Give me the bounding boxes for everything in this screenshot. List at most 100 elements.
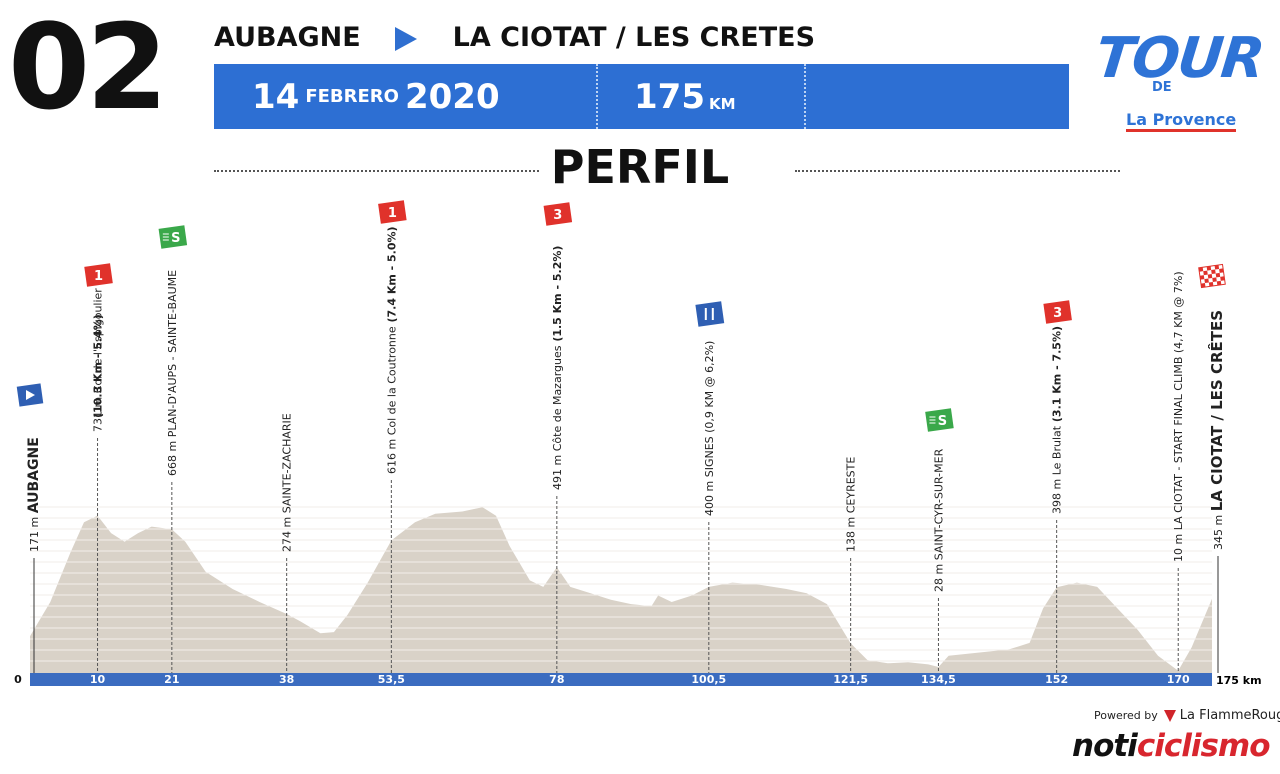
kom-badge-label: 1 (388, 206, 397, 221)
finish-flag-square (1220, 276, 1225, 281)
x-axis-end-label: 175 km (1216, 674, 1262, 687)
brand-part-b: ciclismo (1136, 728, 1271, 764)
date-month: FEBRERO (305, 86, 399, 107)
waypoint-altitude: 171 m (28, 513, 41, 552)
waypoint-altitude: 616 m (385, 435, 398, 474)
finish-flag-square (1207, 274, 1213, 279)
distance-cell: 175 KM (634, 64, 736, 129)
waypoint-label: 28 m SAINT-CYR-SUR-MER (932, 448, 945, 592)
waypoint-detail: (1.5 Km - 5.2%) (551, 246, 564, 346)
waypoint-altitude: 398 m (1051, 475, 1064, 514)
noticiclismo-logo[interactable]: noticiclismo (1072, 728, 1270, 764)
sprint-badge-icon (925, 408, 954, 432)
kom-badge-label: 3 (1053, 306, 1062, 321)
waypoint-altitude: 491 m (551, 451, 564, 490)
waypoint-label: 400 m SIGNES (0,9 KM @ 6,2%) (703, 341, 716, 516)
x-tick-label: 121,5 (833, 673, 868, 686)
stage-number: 02 (8, 0, 168, 136)
waypoint-label: 398 m Le Brulat (3.1 Km - 7.5%) (1051, 326, 1064, 514)
kom-badge-icon (1043, 300, 1072, 324)
finish-flag-square (1215, 272, 1221, 278)
logo-de-text: DE (1152, 80, 1172, 95)
sprint-badge-label: S (171, 231, 180, 246)
flame-icon (1163, 710, 1176, 722)
finish-flag-square (1216, 280, 1222, 286)
waypoint-altitude: 10 m (1172, 530, 1185, 562)
waypoint-altitude: 274 m (281, 513, 294, 552)
finish-flag-icon (1198, 263, 1226, 289)
waypoint-name: PLAN-D'AUPS - SAINTE-BAUME (166, 270, 179, 437)
x-tick-layer: 0 10 21 38 53,5 78 100,5 121,5 134,5 152 170 (14, 673, 1190, 686)
waypoint-detail: (7.4 Km - 5.0%) (385, 226, 398, 326)
date-year: 2020 (404, 76, 500, 117)
finish-flag-square (1208, 281, 1214, 287)
finish-flag-square (1204, 278, 1209, 284)
x-tick-label: 78 (549, 673, 564, 686)
waypoint-name: Le Brulat (1051, 425, 1064, 475)
powered-by-text: Powered by (1094, 709, 1158, 722)
sprint-badge-icon (158, 225, 188, 249)
x-tick-label: 0 (14, 673, 22, 686)
x-tick-label: 170 (1167, 673, 1190, 686)
finish-flag-square (1206, 266, 1212, 271)
powered-by: Powered by La FlammeRouge (1094, 708, 1280, 723)
waypoint-name: Col de l'Espigoulier (92, 288, 105, 394)
waypoint-altitude: 400 m (703, 477, 716, 516)
x-tick-label: 38 (279, 673, 294, 686)
finish-flag-square (1219, 268, 1224, 273)
waypoint-name: CEYRESTE (845, 457, 858, 514)
route-arrow-icon (394, 26, 417, 51)
finish-flag-square (1200, 283, 1206, 288)
logo-tour-text: TOUR (1092, 26, 1266, 91)
x-axis-bar (30, 673, 1212, 686)
kom-badge-label: 1 (94, 269, 103, 284)
waypoint-altitude: 345 m (1212, 511, 1225, 550)
start-town: AUBAGNE (214, 22, 361, 53)
sprint-badge-label: S (938, 414, 947, 429)
finish-town: LA CIOTAT / LES CRETES (452, 22, 816, 53)
x-tick-label: 100,5 (691, 673, 726, 686)
kom-badge-label: 3 (553, 208, 562, 223)
waypoint-detail: (3.1 Km - 7.5%) (1051, 326, 1064, 426)
partner-name: La FlammeRouge (1179, 708, 1280, 723)
waypoint-name: SAINTE-ZACHARIE (281, 413, 294, 513)
waypoint-altitude: 138 m (845, 513, 858, 552)
finish-flag-square (1203, 270, 1208, 276)
waypoint-name: Côte de Mazargues (551, 345, 564, 451)
kom-badge-icon (543, 202, 573, 226)
x-tick-label: 53,5 (378, 673, 405, 686)
waypoint-name: LA CIOTAT / LES CRÊTES (1207, 310, 1226, 511)
waypoint-label: 10 m LA CIOTAT - START FINAL CLIMB (4,7 … (1172, 271, 1185, 562)
profile-area (30, 507, 1212, 673)
x-tick-label: 21 (164, 673, 179, 686)
divider-left (214, 170, 539, 172)
waypoint-name: AUBAGNE (26, 437, 42, 513)
waypoint-label: 731 m Col de l'Espigoulier(10.3 Km - 5.4… (92, 288, 105, 432)
waypoint-label: 616 m Col de la Coutronne (7.4 Km - 5.0%… (385, 226, 398, 474)
waypoint-label: 138 m CEYRESTE (845, 457, 858, 552)
brand-part-a: noti (1072, 728, 1138, 764)
tour-logo: TOUR DE La Provence (1092, 26, 1266, 136)
divider-right (795, 170, 1120, 172)
band-divider (804, 64, 806, 129)
section-title: PERFIL (550, 140, 730, 194)
band-divider (596, 64, 598, 129)
waypoint-altitude: 731 m (92, 393, 105, 432)
info-band: 14 FEBRERO 2020 175 KM (214, 64, 1069, 129)
waypoint-label: 491 m Côte de Mazargues (1.5 Km - 5.2%) (551, 246, 564, 490)
finish-flag-square (1212, 277, 1217, 282)
finish-flag-square (1214, 264, 1220, 270)
waypoint-name: SIGNES (0,9 KM @ 6,2%) (703, 341, 716, 478)
waypoint-name: Col de la Coutronne (385, 326, 398, 435)
x-tick-label: 152 (1045, 673, 1068, 686)
distance-unit: KM (708, 95, 736, 113)
grid-lines (30, 506, 1212, 662)
feed-zone-icon (695, 301, 725, 327)
finish-flag-square (1198, 267, 1204, 272)
waypoint-name: LA CIOTAT - START FINAL CLIMB (4,7 KM @ … (1172, 271, 1185, 530)
kom-badge-icon (378, 200, 407, 224)
route-title: AUBAGNE LA CIOTAT / LES CRETES (214, 22, 815, 53)
date-cell: 14 FEBRERO 2020 (252, 64, 500, 129)
